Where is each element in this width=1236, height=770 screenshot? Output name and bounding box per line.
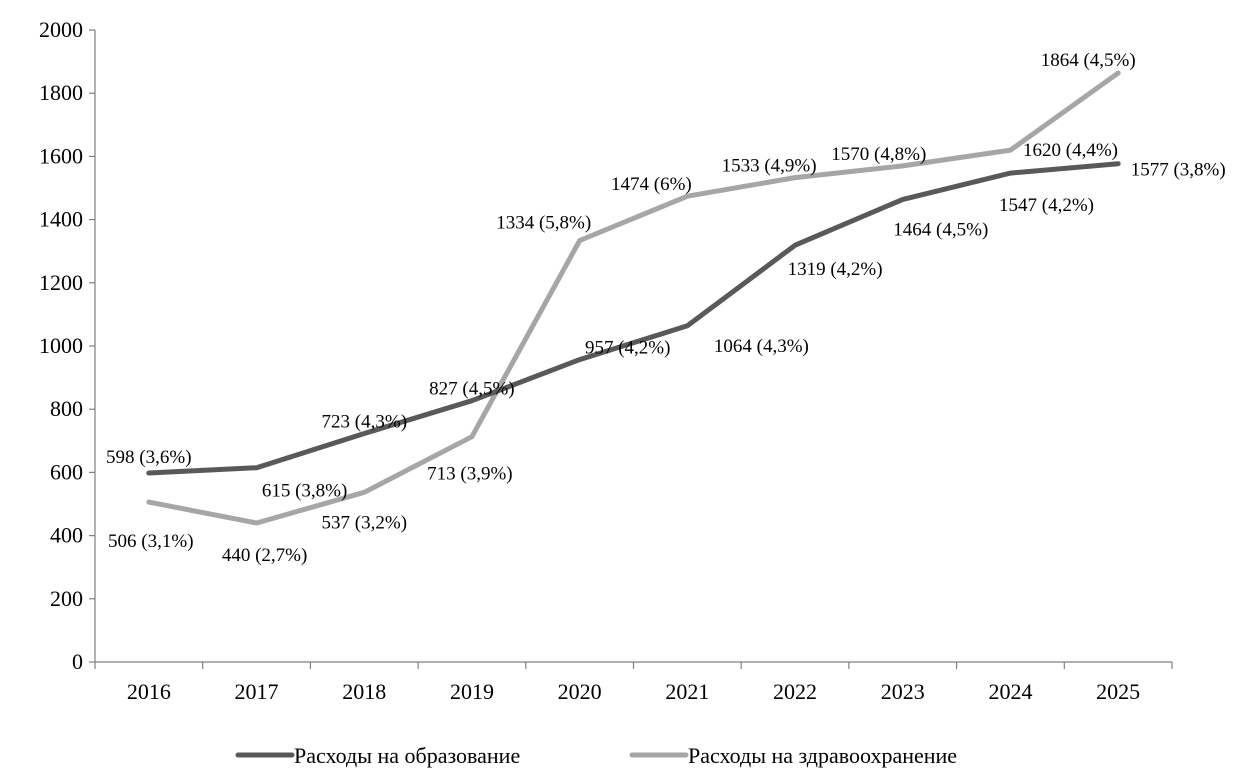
series-lines: [146, 70, 1121, 526]
data-label: 1570 (4,8%): [831, 144, 926, 165]
y-tick-label: 600: [50, 459, 83, 484]
data-label: 598 (3,6%): [106, 447, 191, 468]
data-label: 537 (3,2%): [322, 512, 407, 533]
legend-label-0: Расходы на образование: [294, 743, 520, 768]
x-tick-label: 2021: [665, 679, 709, 704]
x-tick-label: 2025: [1096, 679, 1140, 704]
data-label: 1334 (5,8%): [496, 213, 591, 234]
legend-label-1: Расходы на здравоохранение: [688, 743, 957, 768]
data-label: 506 (3,1%): [108, 531, 193, 552]
data-label: 1864 (4,5%): [1041, 50, 1136, 71]
y-tick-label: 1200: [39, 270, 83, 295]
y-tick-label: 1000: [39, 333, 83, 358]
data-label: 1547 (4,2%): [999, 195, 1094, 216]
y-tick-label: 2000: [39, 17, 83, 42]
x-tick-label: 2017: [235, 679, 279, 704]
data-label: 1533 (4,9%): [722, 156, 817, 177]
data-label: 723 (4,3%): [322, 412, 407, 433]
series-line-1: [146, 70, 1121, 526]
axes: 0 200 400 600 800 1000 1200 1400 1600 1800 2000 201…: [39, 17, 1173, 704]
data-label: 1620 (4,4%): [1023, 140, 1118, 161]
legend: Расходы на образование Расходы на здравоо…: [235, 743, 957, 768]
data-label: 713 (3,9%): [427, 464, 512, 485]
y-tick-label: 800: [50, 396, 83, 421]
series-line-0: [146, 161, 1121, 476]
x-tick-label: 2022: [773, 679, 817, 704]
x-tick-label: 2019: [450, 679, 494, 704]
y-tick-label: 1800: [39, 80, 83, 105]
data-label: 957 (4,2%): [585, 338, 670, 359]
data-label: 1577 (3,8%): [1131, 160, 1226, 181]
data-label: 615 (3,8%): [262, 481, 347, 502]
data-labels: 598 (3,6%) 615 (3,8%) 723 (4,3%) 827 (4,5%)…: [106, 50, 1226, 566]
x-tick-label: 2016: [127, 679, 171, 704]
data-label: 827 (4,5%): [429, 379, 514, 400]
x-tick-label: 2020: [558, 679, 602, 704]
data-label: 1064 (4,3%): [714, 336, 809, 357]
data-label: 1464 (4,5%): [893, 219, 988, 240]
x-tick-label: 2023: [881, 679, 925, 704]
data-label: 1319 (4,2%): [788, 259, 883, 280]
x-tick-label: 2018: [342, 679, 386, 704]
y-tick-label: 400: [50, 523, 83, 548]
y-tick-label: 200: [50, 586, 83, 611]
y-tick-label: 1400: [39, 207, 83, 232]
data-label: 440 (2,7%): [222, 545, 307, 566]
y-tick-label: 1600: [39, 143, 83, 168]
y-tick-label: 0: [72, 649, 83, 674]
data-label: 1474 (6%): [611, 174, 692, 195]
x-tick-label: 2024: [988, 679, 1032, 704]
